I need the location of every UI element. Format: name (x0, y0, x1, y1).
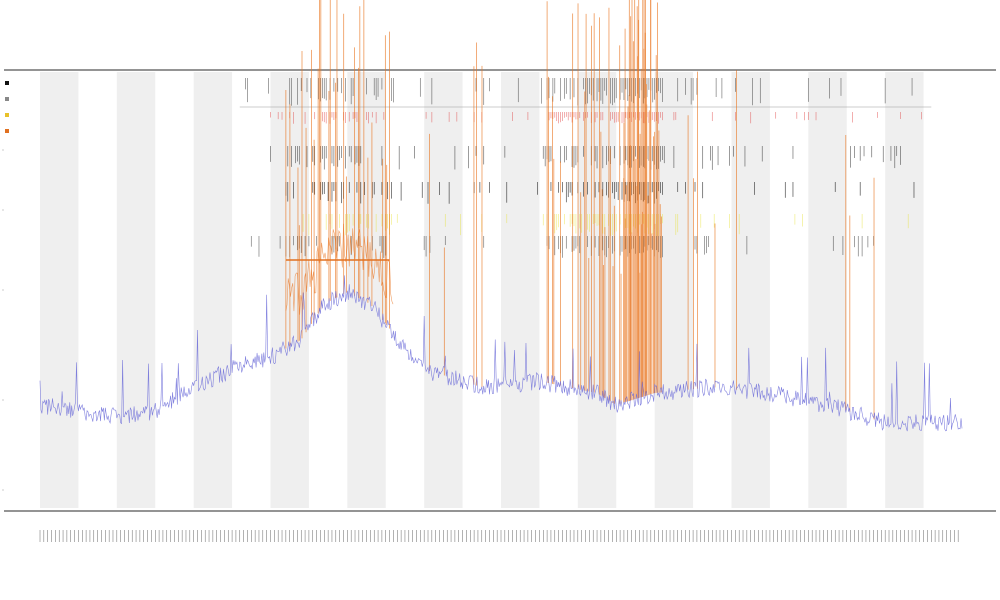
legend-swatch (5, 81, 9, 85)
shaded-band (577, 72, 617, 508)
baseline-series (39, 275, 963, 432)
shaded-band (885, 72, 924, 508)
peak-band (285, 223, 394, 315)
shaded-band (40, 72, 79, 508)
shaded-band (116, 72, 156, 508)
legend (5, 81, 9, 133)
shaded-band (193, 72, 233, 508)
shaded-band (731, 72, 770, 508)
track-ticks-top (245, 78, 913, 106)
legend-swatch (5, 113, 9, 117)
shaded-band (654, 72, 694, 508)
baseline-line (39, 275, 963, 432)
shaded-band (808, 72, 847, 508)
legend-swatch (5, 97, 9, 101)
peak-series (285, 0, 875, 420)
shaded-band (347, 72, 386, 508)
shaded-band (424, 72, 463, 508)
y-axis-ticks (2, 149, 4, 491)
event-tracks (239, 78, 932, 258)
shaded-band (501, 72, 540, 508)
legend-swatch (5, 129, 9, 133)
x-axis-ticks (39, 530, 959, 542)
